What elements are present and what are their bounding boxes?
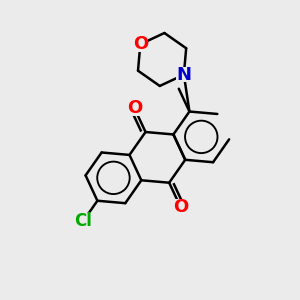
Text: O: O: [133, 35, 148, 53]
FancyBboxPatch shape: [71, 213, 95, 230]
FancyBboxPatch shape: [133, 37, 148, 52]
FancyBboxPatch shape: [126, 100, 142, 116]
Text: O: O: [127, 99, 142, 117]
Text: O: O: [173, 198, 188, 216]
FancyBboxPatch shape: [172, 199, 188, 215]
FancyBboxPatch shape: [176, 68, 191, 82]
Text: N: N: [176, 66, 191, 84]
Text: Cl: Cl: [74, 212, 92, 230]
